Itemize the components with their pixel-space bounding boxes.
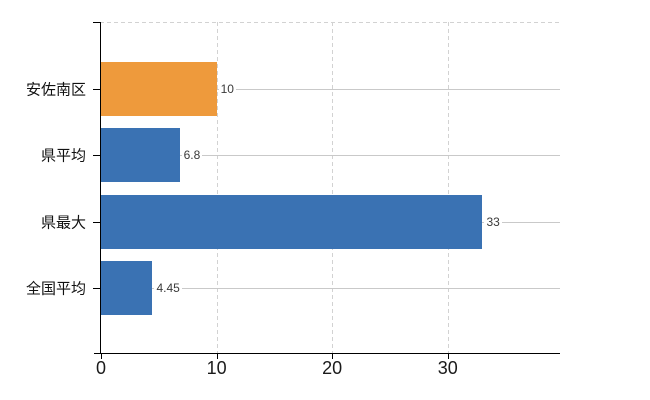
x-axis-tick bbox=[216, 353, 218, 359]
x-axis-tick bbox=[447, 353, 449, 359]
horizontal-gridline-0 bbox=[100, 88, 560, 90]
y-axis-tick bbox=[93, 288, 100, 289]
bar-1 bbox=[101, 128, 180, 182]
y-axis-tick bbox=[93, 88, 100, 90]
x-tick-label-0: 0 bbox=[95, 358, 107, 378]
bar-3 bbox=[101, 261, 153, 315]
vertical-gridline-20 bbox=[332, 22, 334, 353]
category-label-0: 安佐南区 bbox=[25, 81, 86, 98]
bar-2 bbox=[101, 194, 483, 249]
x-axis-tick bbox=[101, 353, 102, 359]
category-label-3: 全国平均 bbox=[25, 280, 86, 298]
category-label-2: 県最大 bbox=[40, 214, 86, 231]
vertical-gridline-30 bbox=[447, 22, 449, 353]
vertical-gridline-10 bbox=[216, 22, 218, 353]
plot-area: 10 6.8 33 4.45 bbox=[100, 22, 560, 353]
plot-top-border bbox=[100, 22, 560, 23]
y-axis-tick bbox=[93, 221, 100, 223]
bar-value-label: 10 bbox=[218, 81, 236, 96]
x-tick-label-10: 10 bbox=[206, 358, 227, 378]
y-axis-line bbox=[100, 22, 101, 353]
x-tick-label-20: 20 bbox=[322, 358, 343, 378]
y-axis-top-tick bbox=[93, 22, 100, 23]
x-axis-line bbox=[94, 353, 560, 354]
horizontal-gridline-1 bbox=[100, 155, 560, 156]
x-axis-tick bbox=[332, 353, 334, 359]
bar-value-label: 6.8 bbox=[181, 148, 203, 162]
y-axis-tick bbox=[93, 155, 100, 156]
bar-value-label: 4.45 bbox=[154, 281, 182, 295]
x-tick-label-30: 30 bbox=[437, 358, 458, 378]
category-label-1: 県平均 bbox=[40, 147, 86, 165]
bar-value-label: 33 bbox=[484, 214, 502, 229]
bar-0 bbox=[101, 61, 217, 116]
horizontal-gridline-3 bbox=[100, 288, 560, 289]
